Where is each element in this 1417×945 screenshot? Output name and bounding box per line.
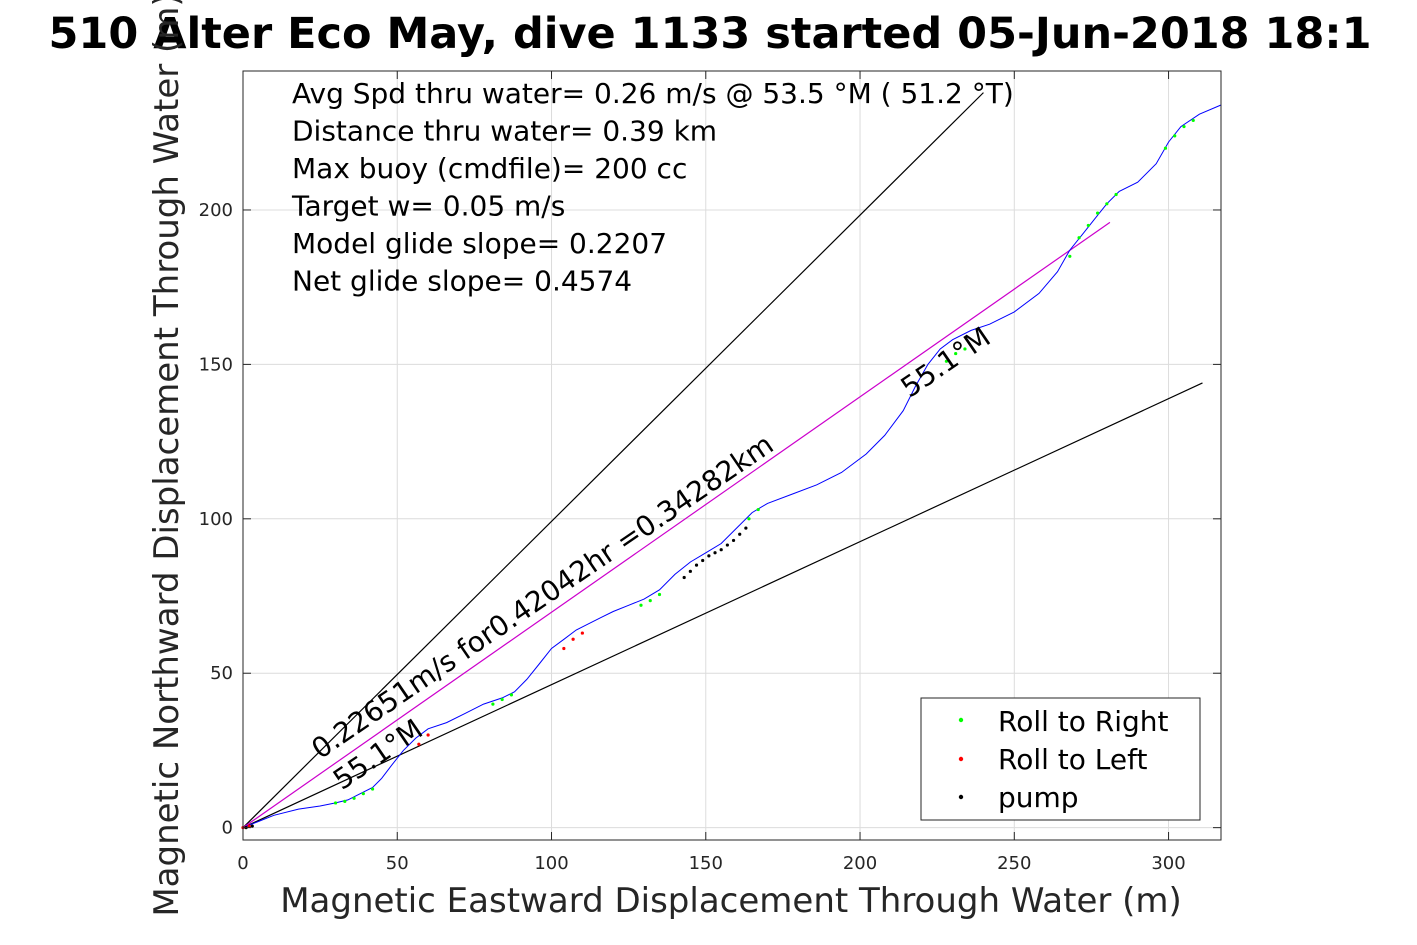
- y-tick-label: 100: [199, 509, 233, 530]
- point-roll-to-right: [1182, 124, 1186, 129]
- point-pump: [719, 548, 723, 552]
- point-pump: [731, 538, 736, 543]
- data-points: [241, 118, 1195, 830]
- point-roll-to-left: [562, 646, 566, 651]
- point-pump: [713, 551, 717, 555]
- point-roll-to-right: [648, 599, 652, 603]
- point-roll-to-right: [352, 796, 356, 800]
- point-pump: [738, 532, 742, 536]
- grid: [242, 71, 1221, 840]
- point-roll-to-left: [417, 742, 421, 746]
- point-roll-to-right: [1163, 146, 1168, 150]
- legend-label-roll-right: Roll to Right: [998, 705, 1169, 738]
- x-tick-label: 100: [534, 853, 568, 874]
- legend-label-roll-left: Roll to Left: [998, 743, 1147, 776]
- x-tick-label: 150: [689, 853, 723, 874]
- legend: Roll to Right Roll to Left pump: [920, 697, 1201, 821]
- point-pump: [694, 563, 699, 567]
- reference-line-upper-bound: [242, 92, 984, 829]
- x-tick-label: 250: [997, 853, 1031, 874]
- x-tick-label: 0: [237, 853, 248, 874]
- x-tick-label: 50: [386, 853, 409, 874]
- legend-marker-pump: [958, 794, 964, 800]
- plot-frame: [242, 70, 1222, 841]
- point-roll-to-right: [509, 693, 514, 697]
- reference-line-lower-bound: [242, 382, 1203, 829]
- point-roll-to-right: [1105, 202, 1109, 206]
- axis-ticks: 0 50 100 150 200 250 300 0 50 100 150 200: [199, 71, 1221, 874]
- legend-marker-roll-left: [958, 756, 964, 762]
- y-tick-label: 0: [222, 818, 233, 839]
- point-roll-to-right: [944, 359, 949, 363]
- info-line: Avg Spd thru water= 0.26 m/s @ 53.5 °M (…: [292, 77, 1014, 110]
- point-pump: [725, 543, 729, 547]
- point-pump: [688, 569, 692, 573]
- point-roll-to-right: [1095, 211, 1100, 215]
- point-roll-to-right: [343, 799, 347, 803]
- point-pump: [682, 575, 686, 580]
- info-line: Max buoy (cmdfile)= 200 cc: [292, 152, 687, 185]
- info-line: Target w= 0.05 m/s: [291, 190, 565, 223]
- point-roll-to-right: [954, 351, 958, 356]
- point-roll-to-left: [247, 824, 251, 828]
- point-roll-to-right: [963, 347, 967, 351]
- chart-title: 510 Alter Eco May, dive 1133 started 05-…: [48, 9, 1371, 59]
- point-roll-to-right: [639, 603, 643, 607]
- x-axis-label: Magnetic Eastward Displacement Through W…: [280, 881, 1182, 921]
- y-axis-label: Magnetic Northward Displacement Through …: [147, 0, 187, 917]
- point-roll-to-left: [426, 733, 430, 737]
- info-line: Model glide slope= 0.2207: [292, 227, 667, 260]
- y-tick-label: 200: [199, 200, 233, 221]
- point-roll-to-right: [1173, 134, 1177, 138]
- legend-marker-roll-right: [958, 717, 964, 723]
- point-pump: [701, 558, 705, 563]
- reference-lines: [242, 92, 1203, 829]
- point-roll-to-right: [1114, 192, 1118, 197]
- point-pump: [707, 554, 711, 558]
- legend-box: [920, 697, 1201, 821]
- point-roll-to-right: [1191, 118, 1195, 123]
- point-roll-to-right: [756, 507, 760, 512]
- point-roll-to-right: [333, 801, 338, 805]
- point-roll-to-right: [491, 702, 495, 706]
- point-roll-to-right: [361, 792, 365, 796]
- point-roll-to-right: [1077, 236, 1081, 240]
- reference-line-net-heading: [242, 221, 1111, 829]
- point-pump: [250, 824, 254, 828]
- info-line: Distance thru water= 0.39 km: [292, 115, 717, 148]
- dive-track-line: [242, 104, 1222, 829]
- y-tick-label: 50: [210, 663, 233, 684]
- point-roll-to-right: [1068, 254, 1072, 258]
- point-roll-to-right: [370, 787, 375, 791]
- legend-label-pump: pump: [998, 781, 1079, 814]
- x-tick-label: 200: [843, 853, 877, 874]
- point-roll-to-right: [657, 592, 662, 597]
- point-roll-to-right: [1086, 223, 1090, 228]
- point-pump: [744, 526, 748, 530]
- point-roll-to-right: [747, 517, 751, 521]
- y-tick-label: 150: [199, 354, 233, 375]
- point-roll-to-left: [571, 637, 575, 641]
- point-roll-to-left: [580, 631, 584, 635]
- info-line: Net glide slope= 0.4574: [292, 265, 632, 298]
- info-text-block: Avg Spd thru water= 0.26 m/s @ 53.5 °M (…: [291, 77, 1014, 298]
- point-roll-to-right: [500, 697, 504, 702]
- x-tick-label: 300: [1151, 853, 1185, 874]
